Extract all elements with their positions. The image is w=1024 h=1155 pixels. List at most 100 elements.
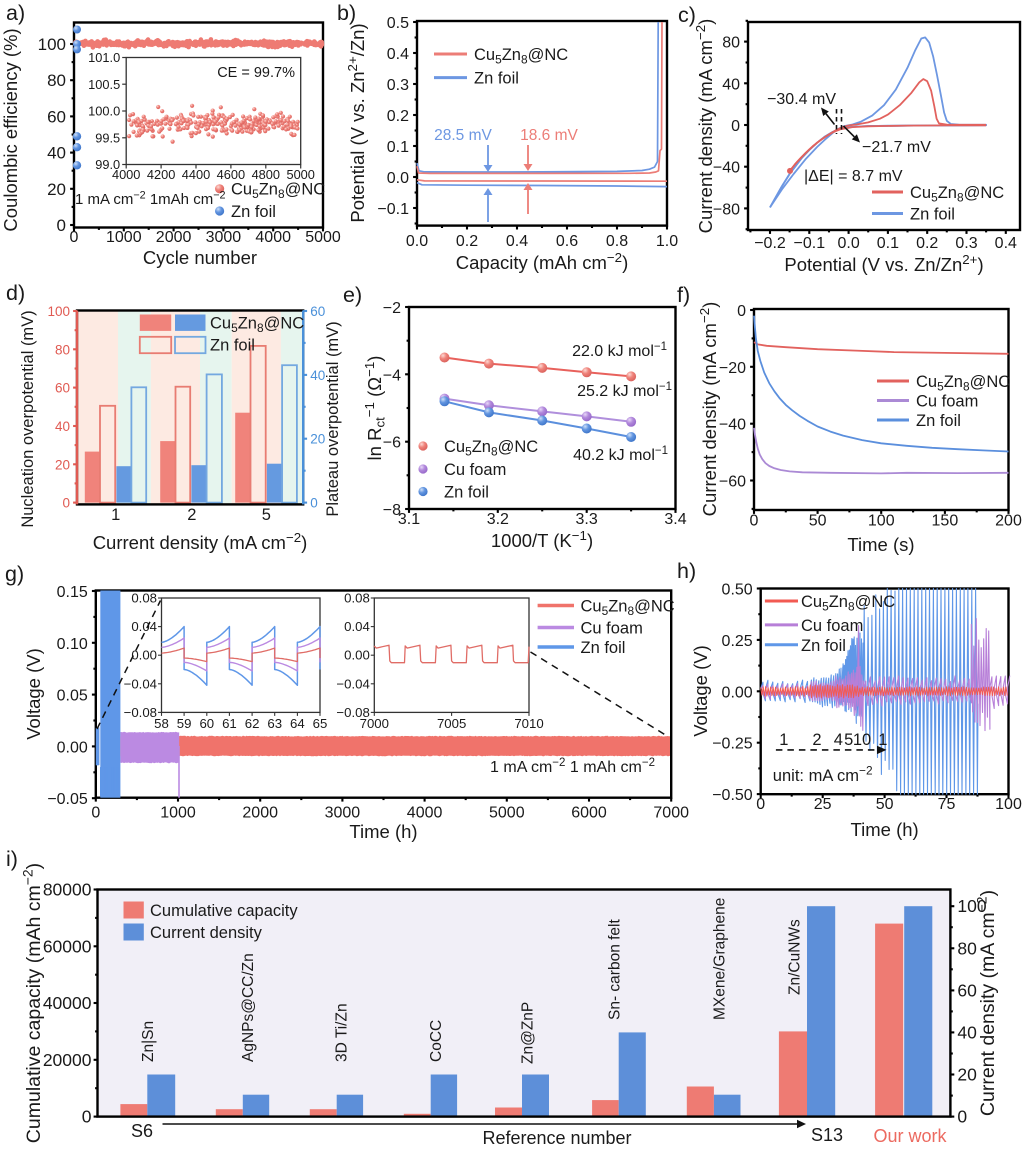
svg-text:|ΔE| = 8.7 mV: |ΔE| = 8.7 mV bbox=[804, 168, 903, 185]
svg-text:60: 60 bbox=[55, 381, 70, 396]
svg-text:0.05: 0.05 bbox=[57, 688, 88, 705]
svg-text:7000: 7000 bbox=[653, 805, 689, 822]
svg-text:Current density (mA cm−2​): Current density (mA cm−2​) bbox=[693, 19, 716, 234]
svg-text:S6: S6 bbox=[131, 1121, 153, 1141]
svg-text:4600: 4600 bbox=[217, 167, 245, 182]
svg-text:1000/T (K−1​): 1000/T (K−1​) bbox=[491, 528, 593, 551]
svg-text:AgNPs@CC/Zn: AgNPs@CC/Zn bbox=[240, 953, 257, 1062]
svg-text:100: 100 bbox=[995, 796, 1022, 813]
svg-text:Cumulative capacity (mAh cm−2​: Cumulative capacity (mAh cm−2​) bbox=[20, 863, 45, 1143]
svg-text:40: 40 bbox=[310, 368, 325, 383]
svg-text:58: 58 bbox=[154, 716, 169, 731]
svg-text:Zn foil: Zn foil bbox=[231, 203, 276, 221]
svg-text:75: 75 bbox=[938, 796, 956, 813]
svg-text:Zn foil: Zn foil bbox=[210, 337, 255, 355]
svg-text:61: 61 bbox=[222, 716, 237, 731]
svg-text:−0.05: −0.05 bbox=[47, 791, 88, 808]
svg-text:Time (h): Time (h) bbox=[851, 819, 919, 840]
svg-text:−0.08: −0.08 bbox=[336, 705, 369, 720]
svg-text:200: 200 bbox=[995, 513, 1022, 530]
svg-text:Potential (V vs. Zn2+​/Zn): Potential (V vs. Zn2+​/Zn) bbox=[345, 23, 368, 222]
svg-text:59: 59 bbox=[177, 716, 192, 731]
svg-text:3.1: 3.1 bbox=[398, 511, 420, 528]
svg-text:0: 0 bbox=[62, 496, 70, 511]
svg-text:0.4: 0.4 bbox=[995, 235, 1017, 252]
svg-text:0.25: 0.25 bbox=[722, 633, 753, 650]
svg-text:−20: −20 bbox=[719, 360, 746, 377]
svg-text:100: 100 bbox=[38, 35, 66, 54]
svg-text:0.5: 0.5 bbox=[387, 15, 409, 32]
svg-text:1: 1 bbox=[779, 731, 788, 749]
svg-text:60: 60 bbox=[310, 304, 325, 319]
svg-text:0.00: 0.00 bbox=[722, 684, 753, 701]
svg-text:7000: 7000 bbox=[360, 716, 389, 731]
svg-text:20: 20 bbox=[310, 432, 325, 447]
svg-text:80000: 80000 bbox=[43, 880, 92, 900]
svg-text:100: 100 bbox=[957, 896, 986, 916]
svg-text:Reference number: Reference number bbox=[482, 1128, 631, 1148]
svg-text:0.4: 0.4 bbox=[387, 46, 409, 63]
svg-text:80: 80 bbox=[55, 342, 70, 357]
svg-text:60: 60 bbox=[47, 107, 66, 126]
svg-text:Current density (mA cm−2​): Current density (mA cm−2​) bbox=[974, 890, 999, 1116]
svg-text:Current density: Current density bbox=[150, 924, 263, 942]
svg-text:1 mA cm−2​ 1 mAh cm−2​: 1 mA cm−2​ 1 mAh cm−2​ bbox=[490, 757, 655, 776]
svg-text:20: 20 bbox=[47, 180, 66, 199]
svg-text:5000: 5000 bbox=[305, 229, 341, 246]
svg-text:0.04: 0.04 bbox=[344, 619, 370, 634]
svg-text:4000: 4000 bbox=[255, 229, 291, 246]
svg-text:0.00: 0.00 bbox=[57, 739, 88, 756]
svg-text:−0.04: −0.04 bbox=[124, 676, 157, 691]
svg-text:40: 40 bbox=[957, 1022, 977, 1042]
svg-text:60: 60 bbox=[957, 980, 977, 1000]
svg-text:0.0: 0.0 bbox=[406, 233, 428, 250]
svg-text:h): h) bbox=[677, 559, 696, 583]
svg-text:4000: 4000 bbox=[407, 805, 443, 822]
svg-text:40: 40 bbox=[55, 419, 70, 434]
svg-text:S13: S13 bbox=[811, 1125, 843, 1145]
svg-text:Current density (mA cm−2​): Current density (mA cm−2​) bbox=[697, 302, 720, 517]
svg-text:0.2: 0.2 bbox=[456, 233, 478, 250]
svg-text:0: 0 bbox=[57, 216, 66, 235]
svg-text:0.04: 0.04 bbox=[131, 619, 157, 634]
svg-text:0.2: 0.2 bbox=[916, 235, 938, 252]
svg-text:Current density (mA cm−2​): Current density (mA cm−2​) bbox=[93, 530, 308, 553]
svg-text:1000: 1000 bbox=[160, 805, 196, 822]
svg-text:Voltage (V): Voltage (V) bbox=[23, 648, 44, 740]
svg-text:10: 10 bbox=[853, 731, 871, 749]
svg-text:40.2 kJ mol−1​: 40.2 kJ mol−1​ bbox=[573, 445, 668, 464]
svg-text:2: 2 bbox=[187, 506, 196, 524]
svg-text:1 mA cm−2​ 1mAh cm−2​: 1 mA cm−2​ 1mAh cm−2​ bbox=[75, 189, 226, 208]
svg-text:unit: mA cm−2​: unit: mA cm−2​ bbox=[773, 764, 873, 785]
svg-text:−0.50: −0.50 bbox=[712, 787, 753, 804]
svg-text:3.2: 3.2 bbox=[487, 511, 509, 528]
svg-text:MXene/Graphene: MXene/Graphene bbox=[712, 898, 729, 1020]
svg-text:Zn foil: Zn foil bbox=[801, 637, 846, 655]
svg-text:100.0: 100.0 bbox=[88, 104, 120, 119]
svg-text:40000: 40000 bbox=[43, 993, 92, 1013]
svg-text:50: 50 bbox=[876, 796, 894, 813]
svg-text:−40: −40 bbox=[713, 160, 740, 177]
svg-text:a): a) bbox=[6, 1, 25, 25]
svg-text:0: 0 bbox=[731, 118, 740, 135]
svg-text:4400: 4400 bbox=[182, 167, 210, 182]
svg-text:0: 0 bbox=[756, 796, 765, 813]
svg-text:Zn foil: Zn foil bbox=[581, 639, 626, 657]
svg-text:Time (h): Time (h) bbox=[349, 821, 417, 842]
svg-text:0.4: 0.4 bbox=[506, 233, 528, 250]
svg-text:20: 20 bbox=[957, 1065, 977, 1085]
svg-text:99.0: 99.0 bbox=[95, 157, 120, 172]
svg-text:7010: 7010 bbox=[514, 716, 543, 731]
svg-text:0.0: 0.0 bbox=[387, 170, 409, 187]
svg-text:0.3: 0.3 bbox=[955, 235, 977, 252]
svg-text:150: 150 bbox=[932, 513, 959, 530]
svg-text:−0.04: −0.04 bbox=[336, 676, 369, 691]
svg-text:2: 2 bbox=[812, 731, 821, 749]
svg-text:Cu foam: Cu foam bbox=[801, 617, 863, 635]
svg-text:0: 0 bbox=[91, 805, 100, 822]
svg-text:60000: 60000 bbox=[43, 936, 92, 956]
svg-text:0.0: 0.0 bbox=[837, 235, 859, 252]
svg-text:2000: 2000 bbox=[156, 229, 192, 246]
svg-text:7005: 7005 bbox=[437, 716, 466, 731]
svg-text:b): b) bbox=[337, 1, 356, 25]
